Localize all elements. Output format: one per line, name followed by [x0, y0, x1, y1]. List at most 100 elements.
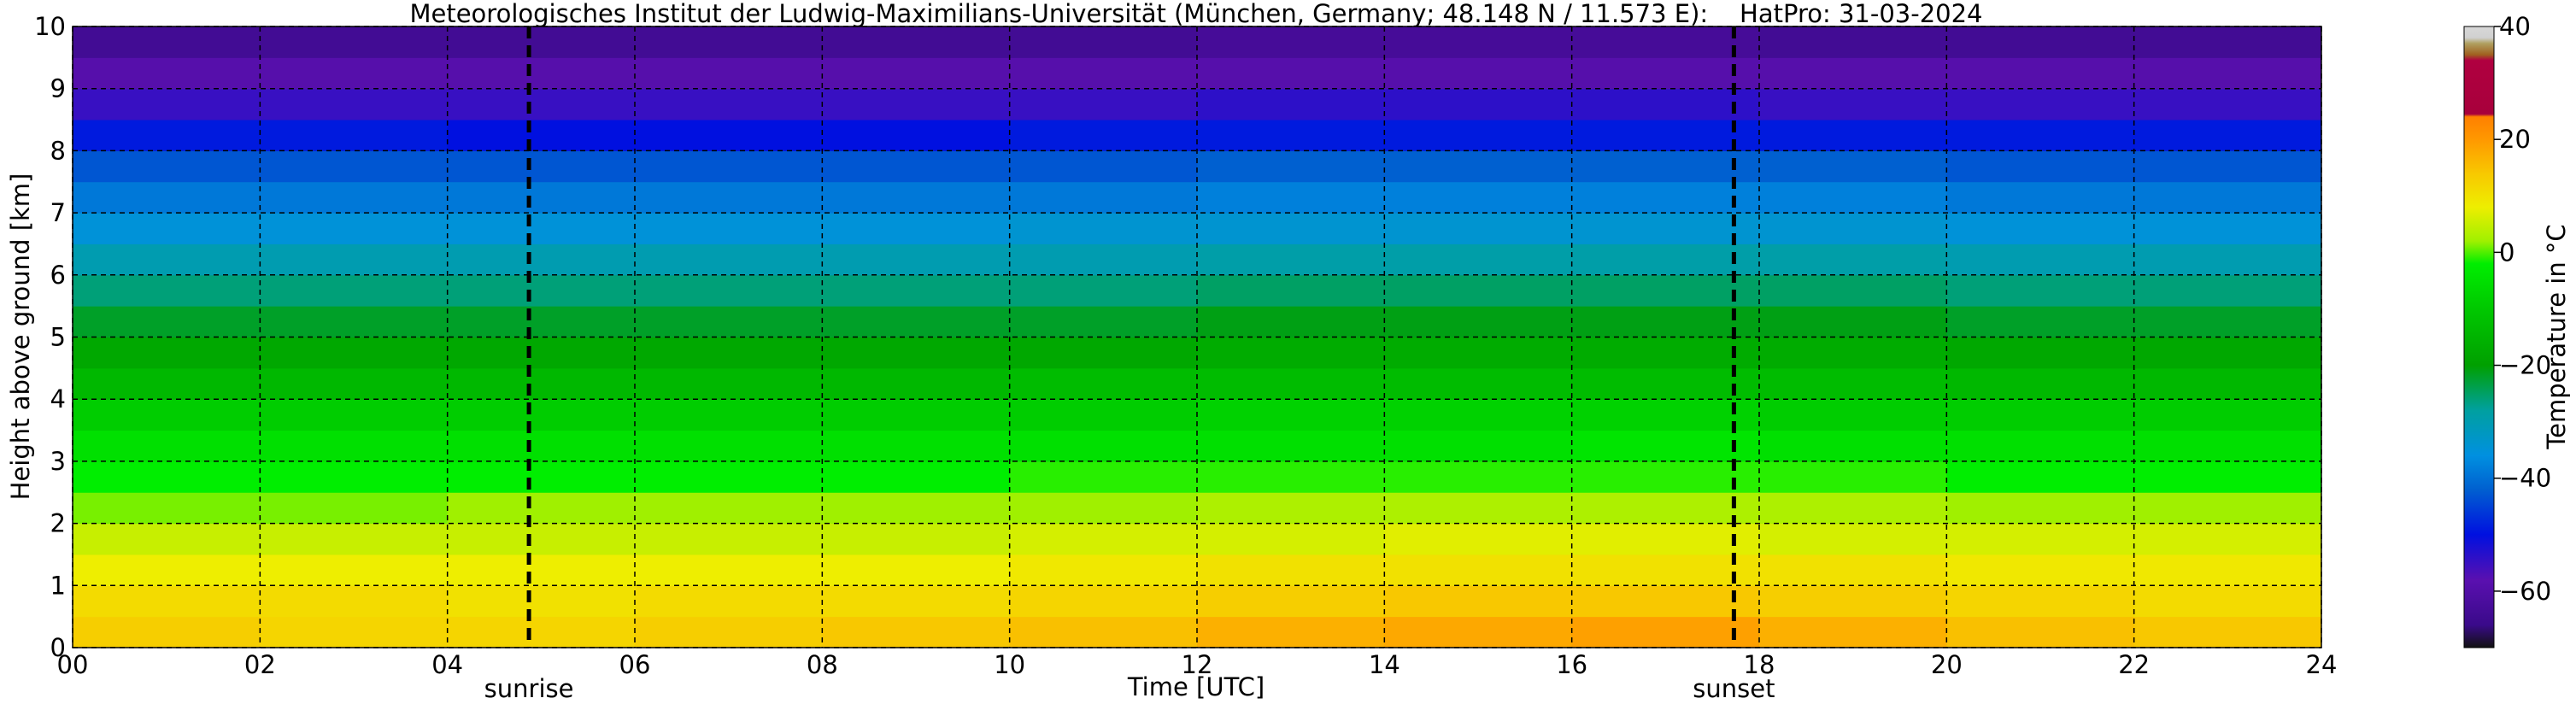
- heatmap-cell: [260, 367, 449, 400]
- heatmap-cell: [447, 367, 636, 400]
- heatmap-cell: [1009, 337, 1198, 369]
- heatmap-cell: [2133, 492, 2322, 525]
- colorbar-tick-label: −40: [2499, 464, 2551, 493]
- heatmap-cell: [1009, 492, 1198, 525]
- heatmap-cell: [635, 150, 823, 183]
- heatmap-cell: [635, 306, 823, 337]
- heatmap-cell: [1759, 430, 1947, 462]
- heatmap-cell: [1759, 120, 1947, 151]
- heatmap-cell: [447, 150, 636, 183]
- heatmap-cell: [1384, 523, 1573, 555]
- heatmap-cell: [822, 492, 1011, 525]
- event-label: sunset: [1693, 674, 1775, 703]
- heatmap-cell: [1384, 243, 1573, 276]
- heatmap-cell: [1384, 57, 1573, 90]
- heatmap-cell: [73, 26, 261, 58]
- heatmap-cell: [2133, 337, 2322, 369]
- heatmap-cell: [1759, 461, 1947, 493]
- heatmap-cell: [73, 337, 261, 369]
- heatmap-cell: [1946, 337, 2135, 369]
- heatmap-cell: [2133, 181, 2322, 214]
- heatmap-cell: [635, 492, 823, 525]
- x-tick-label: 14: [1369, 650, 1400, 679]
- heatmap-cell: [447, 243, 636, 276]
- heatmap-cell: [260, 492, 449, 525]
- heatmap-cell: [2133, 616, 2322, 648]
- heatmap-cell: [260, 243, 449, 276]
- heatmap-cell: [1384, 367, 1573, 400]
- heatmap-cell: [1009, 26, 1198, 58]
- heatmap-cell: [447, 430, 636, 462]
- heatmap-cell: [1946, 274, 2135, 307]
- heatmap-cell: [1571, 213, 1760, 244]
- heatmap-cell: [635, 213, 823, 244]
- heatmap-cell: [635, 274, 823, 307]
- x-tick-label: 18: [1744, 650, 1775, 679]
- heatmap-cell: [635, 88, 823, 120]
- heatmap-cell: [1571, 57, 1760, 90]
- y-tick-label: 7: [50, 198, 66, 227]
- heatmap-cell: [635, 523, 823, 555]
- heatmap-cell: [1009, 430, 1198, 462]
- heatmap-cell: [260, 554, 449, 586]
- heatmap-cell: [1946, 181, 2135, 214]
- heatmap-cell: [1197, 88, 1385, 120]
- heatmap-cell: [1197, 367, 1385, 400]
- heatmap-cell: [1571, 399, 1760, 431]
- y-tick-label: 1: [50, 571, 66, 600]
- heatmap-cell: [1384, 616, 1573, 648]
- heatmap-cell: [73, 461, 261, 493]
- heatmap-cell: [1197, 554, 1385, 586]
- heatmap-cell: [1759, 585, 1947, 618]
- heatmap-cell: [1946, 399, 2135, 431]
- heatmap-cell: [1197, 57, 1385, 90]
- heatmap-cell: [1571, 616, 1760, 648]
- heatmap-cell: [447, 26, 636, 58]
- heatmap-cell: [1197, 337, 1385, 369]
- heatmap-cell: [822, 430, 1011, 462]
- heatmap-cell: [1571, 461, 1760, 493]
- heatmap-cell: [1946, 120, 2135, 151]
- heatmap-cell: [1009, 120, 1198, 151]
- heatmap-cell: [1197, 399, 1385, 431]
- heatmap-cell: [2133, 430, 2322, 462]
- heatmap-cell: [447, 88, 636, 120]
- heatmap-cell: [822, 120, 1011, 151]
- x-tick-label: 12: [1182, 650, 1213, 679]
- heatmap-cell: [1946, 57, 2135, 90]
- heatmap-cell: [260, 399, 449, 431]
- heatmap-cell: [260, 57, 449, 90]
- heatmap-cell: [260, 585, 449, 618]
- heatmap-cell: [447, 461, 636, 493]
- heatmap-cell: [1197, 181, 1385, 214]
- y-tick-label: 6: [50, 261, 66, 290]
- heatmap-cell: [1759, 181, 1947, 214]
- heatmap-cell: [1571, 26, 1760, 58]
- heatmap-cell: [1384, 399, 1573, 431]
- heatmap-cell: [1384, 461, 1573, 493]
- heatmap-cell: [635, 57, 823, 90]
- heatmap-cell: [1384, 120, 1573, 151]
- heatmap-cell: [260, 150, 449, 183]
- x-tick-label: 06: [619, 650, 651, 679]
- heatmap-cell: [447, 181, 636, 214]
- heatmap-cell: [822, 461, 1011, 493]
- heatmap-cell: [1384, 150, 1573, 183]
- colorbar: [2463, 26, 2495, 648]
- heatmap-cell: [447, 585, 636, 618]
- x-tick-label: 02: [244, 650, 276, 679]
- heatmap-cell: [1946, 367, 2135, 400]
- heatmap-cell: [1009, 461, 1198, 493]
- heatmap-cell: [1009, 150, 1198, 183]
- heatmap-cell: [73, 554, 261, 586]
- heatmap-cell: [2133, 26, 2322, 58]
- heatmap-cell: [635, 26, 823, 58]
- heatmap-cell: [73, 399, 261, 431]
- heatmap-cell: [260, 88, 449, 120]
- y-tick-label: 8: [50, 136, 66, 165]
- heatmap-cell: [1197, 274, 1385, 307]
- heatmap-cell: [1946, 243, 2135, 276]
- heatmap-cell: [260, 337, 449, 369]
- heatmap-cell: [635, 585, 823, 618]
- heatmap-cell: [447, 337, 636, 369]
